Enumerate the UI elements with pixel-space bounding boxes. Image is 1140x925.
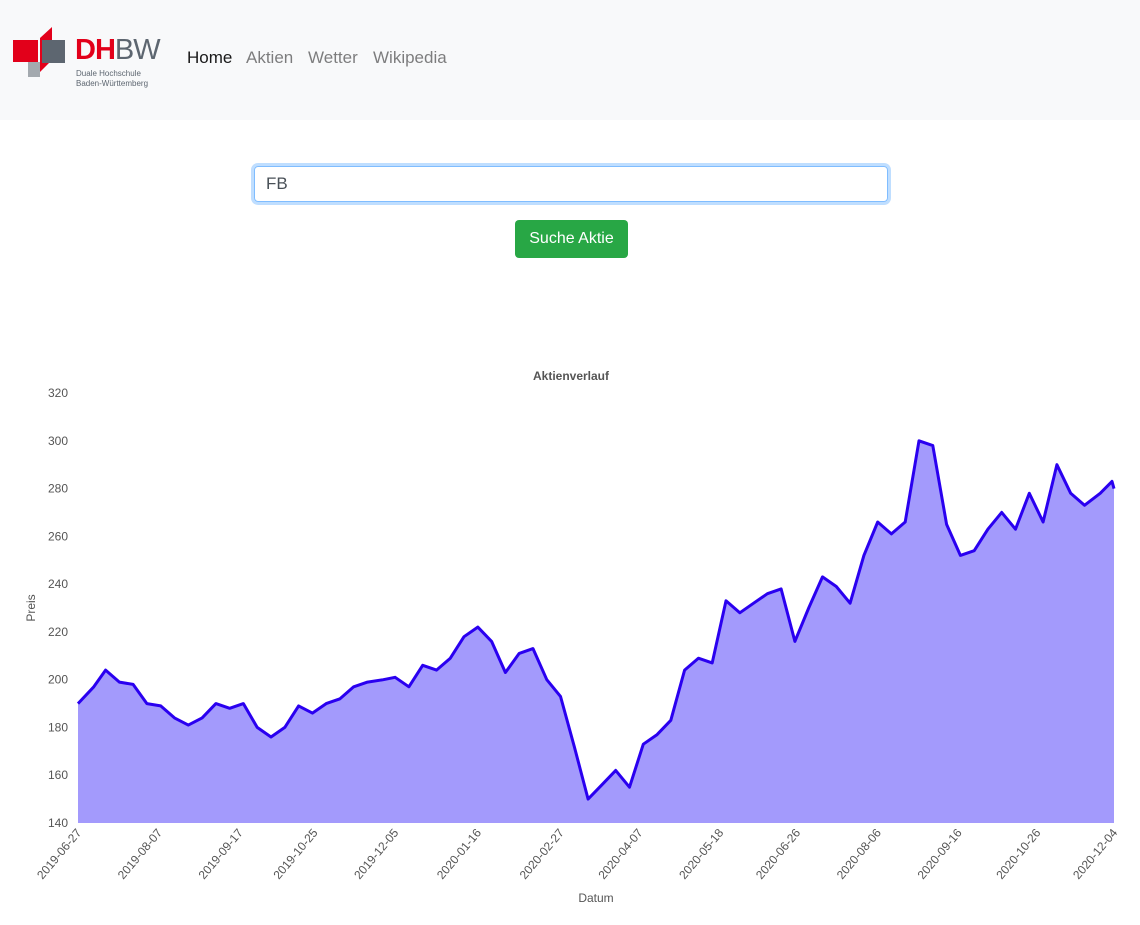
nav-link[interactable]: Wikipedia (373, 48, 447, 67)
x-tick-label: 2019-12-05 (351, 826, 401, 882)
x-tick-label: 2019-10-25 (270, 826, 320, 882)
nav-link[interactable]: Aktien (246, 48, 294, 67)
x-tick-label: 2020-10-26 (993, 826, 1043, 882)
x-tick-label: 2020-06-26 (753, 826, 803, 882)
x-tick-label: 2020-09-16 (915, 826, 965, 882)
brand-sub: Baden-Württemberg (76, 79, 149, 88)
x-tick-label: 2019-08-07 (115, 826, 165, 882)
y-tick-label: 300 (48, 434, 68, 448)
line (76, 439, 1116, 801)
x-tick-label: 2019-06-27 (34, 826, 84, 882)
logo (13, 27, 65, 77)
y-tick-label: 240 (48, 577, 68, 591)
chart-title: Aktienverlauf (533, 369, 610, 383)
x-tick-label: 2020-01-16 (434, 826, 484, 882)
brand[interactable]: DHBW (75, 34, 161, 67)
brand-sub: Duale Hochschule (76, 69, 141, 78)
search-button[interactable]: Suche Aktie (515, 220, 628, 258)
x-axis-label: Datum (578, 891, 613, 905)
x-tick-label: 2020-04-07 (595, 826, 645, 882)
x-tick-label: 2020-12-04 (1070, 826, 1120, 882)
brand-dh: DH (75, 34, 116, 66)
brand-bw: BW (114, 34, 161, 66)
y-tick-label: 160 (48, 768, 68, 782)
y-tick-label: 280 (48, 482, 68, 496)
search-input[interactable]: FB (254, 166, 888, 202)
area (78, 440, 1114, 823)
x-tick-label: 2019-09-17 (196, 826, 246, 882)
navbar: DHBW Duale Hochschule Baden-Württemberg … (0, 0, 1140, 120)
y-tick-label: 260 (48, 529, 68, 543)
y-axis-label: Preis (24, 594, 38, 621)
x-tick-label: 2020-05-18 (676, 826, 726, 882)
y-tick-label: 140 (48, 816, 68, 830)
nav-link[interactable]: Wetter (308, 48, 358, 67)
y-tick-label: 320 (48, 386, 68, 400)
y-tick-label: 180 (48, 720, 68, 734)
y-tick-label: 200 (48, 673, 68, 687)
nav-link[interactable]: Home (187, 48, 233, 67)
y-tick-label: 220 (48, 625, 68, 639)
x-tick-label: 2020-02-27 (517, 826, 567, 882)
x-tick-label: 2020-08-06 (834, 826, 884, 882)
